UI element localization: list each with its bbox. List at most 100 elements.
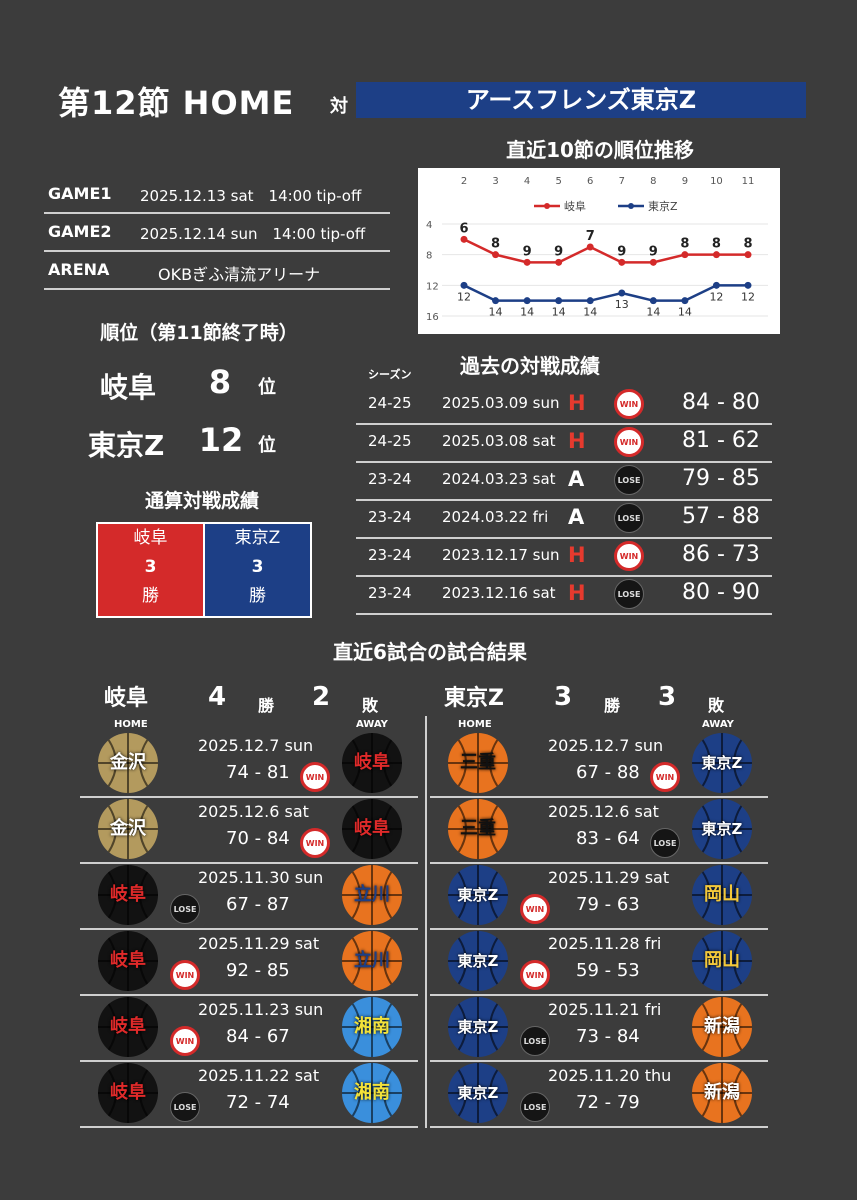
win-unit: 勝 (258, 696, 275, 715)
data-label: 14 (678, 306, 692, 319)
x-tick-label: 6 (587, 176, 593, 187)
x-tick-label: 11 (742, 176, 755, 187)
game-date: 2025.12.7 sun (548, 736, 664, 755)
past-home-away: H (568, 429, 586, 453)
basketball-icon (448, 799, 508, 859)
total-record-title: 通算対戦成績 (144, 490, 259, 512)
team-name: 岡山 (704, 884, 740, 905)
data-point (555, 258, 563, 266)
basketball-icon (342, 733, 402, 793)
team-name: 東京Z (457, 1018, 499, 1036)
game-score: 72 - 74 (226, 1092, 290, 1113)
data-label: 8 (680, 237, 689, 252)
game-score: 70 - 84 (226, 828, 290, 849)
game-date: 2025.12.6 sat (198, 802, 309, 821)
lose-badge: LOSE (170, 1092, 200, 1122)
team-name: 岐阜 (354, 752, 390, 773)
x-tick-label: 3 (492, 176, 498, 187)
recent-team-gifu: 岐阜 (104, 686, 149, 711)
rank-trend-chart: 4 8 12 16 2 3 4 5 6 7 8 9 10 11 岐阜 東京Z 6 8 9 9 7 9 9 8 8 8 12 14 14 1… (418, 168, 780, 334)
game-row: 金沢 岐阜 2025.12.7 sun 74 - 81 WIN (80, 732, 418, 798)
info-value: 2025.12.14 sun 14:00 tip-off (140, 225, 366, 243)
basketball-icon (98, 733, 158, 793)
game-score: 73 - 84 (576, 1026, 640, 1047)
team-name: 岐阜 (110, 1082, 146, 1103)
team-name: 立川 (354, 950, 390, 971)
team-name: 三重 (460, 818, 496, 839)
rank-unit: 位 (258, 435, 276, 456)
data-label: 12 (709, 290, 723, 303)
past-match-row: 23-24 2023.12.16 sat H LOSE 80 - 90 (356, 576, 772, 615)
game-score: 72 - 79 (576, 1092, 640, 1113)
data-label: 13 (615, 298, 629, 311)
game-row: 東京Z 新潟 2025.11.21 fri 73 - 84 LOSE (430, 996, 768, 1062)
team-ball-logo: 岡山 (692, 931, 752, 991)
data-point (523, 297, 531, 305)
past-match-row: 23-24 2024.03.23 sat A LOSE 79 - 85 (356, 462, 772, 501)
x-tick-label: 4 (524, 176, 530, 187)
game-score: 84 - 67 (226, 1026, 290, 1047)
team-name: 岐阜 (110, 1016, 146, 1037)
game-date: 2025.12.6 sat (548, 802, 659, 821)
game-score: 67 - 87 (226, 894, 290, 915)
away-label: AWAY (356, 719, 388, 730)
team-name: 金沢 (110, 752, 146, 773)
game-score: 83 - 64 (576, 828, 640, 849)
column-divider (425, 716, 427, 1128)
basketball-icon (342, 997, 402, 1057)
game-score: 79 - 63 (576, 894, 640, 915)
data-label: 9 (523, 244, 532, 259)
info-value: 2025.12.13 sat 14:00 tip-off (140, 187, 362, 205)
x-tick-label: 2 (461, 176, 467, 187)
team-name: 岐阜 (354, 818, 390, 839)
game-date: 2025.11.28 fri (548, 934, 662, 953)
past-matches-title: 過去の対戦成績 (460, 354, 600, 378)
data-point (586, 297, 594, 305)
x-tick-label: 8 (650, 176, 656, 187)
basketball-icon (692, 799, 752, 859)
team-ball-logo: 岡山 (692, 865, 752, 925)
data-point (586, 243, 594, 251)
game-row: 岐阜 湘南 2025.11.23 sun 84 - 67 WIN (80, 996, 418, 1062)
data-label: 9 (554, 244, 563, 259)
home-label: HOME (114, 719, 148, 730)
data-point (460, 281, 468, 289)
win-badge: WIN (520, 894, 550, 924)
y-tick-label: 12 (426, 281, 439, 292)
data-point (523, 258, 531, 266)
lose-badge: LOSE (520, 1092, 550, 1122)
team-ball-logo: 湘南 (342, 1063, 402, 1123)
y-tick-label: 4 (426, 220, 432, 231)
win-badge: WIN (300, 828, 330, 858)
past-season: 23-24 (368, 584, 412, 602)
data-point (492, 251, 500, 259)
team-ball-logo: 岐阜 (98, 865, 158, 925)
rank-unit: 位 (258, 377, 276, 398)
info-row-arena: ARENA OKBぎふ清流アリーナ (44, 252, 390, 290)
team-name: 東京Z (457, 1084, 499, 1102)
win-badge: WIN (170, 960, 200, 990)
game-date: 2025.11.30 sun (198, 868, 324, 887)
game-score: 74 - 81 (226, 762, 290, 783)
total-record-tokyoz: 東京Z 3 勝 (205, 524, 310, 616)
win-badge: WIN (170, 1026, 200, 1056)
team-ball-logo: 東京Z (448, 931, 508, 991)
data-label: 12 (457, 290, 471, 303)
rank-number-gifu: 8 (208, 363, 232, 401)
x-tick-label: 10 (710, 176, 723, 187)
team-ball-logo: 岐阜 (98, 997, 158, 1057)
data-label: 9 (617, 244, 626, 259)
past-date: 2023.12.16 sat (442, 584, 556, 602)
recent-losses-tokyoz: 3 (658, 682, 677, 712)
game-row: 金沢 岐阜 2025.12.6 sat 70 - 84 WIN (80, 798, 418, 864)
basketball-icon (448, 997, 508, 1057)
past-season: 23-24 (368, 546, 412, 564)
team-ball-logo: 三重 (448, 799, 508, 859)
basketball-icon (692, 865, 752, 925)
past-match-row: 23-24 2024.03.22 fri A LOSE 57 - 88 (356, 500, 772, 539)
data-point (712, 281, 720, 289)
game-score: 92 - 85 (226, 960, 290, 981)
data-point (555, 297, 563, 305)
loss-unit: 敗 (708, 696, 725, 715)
past-home-away: H (568, 543, 586, 567)
